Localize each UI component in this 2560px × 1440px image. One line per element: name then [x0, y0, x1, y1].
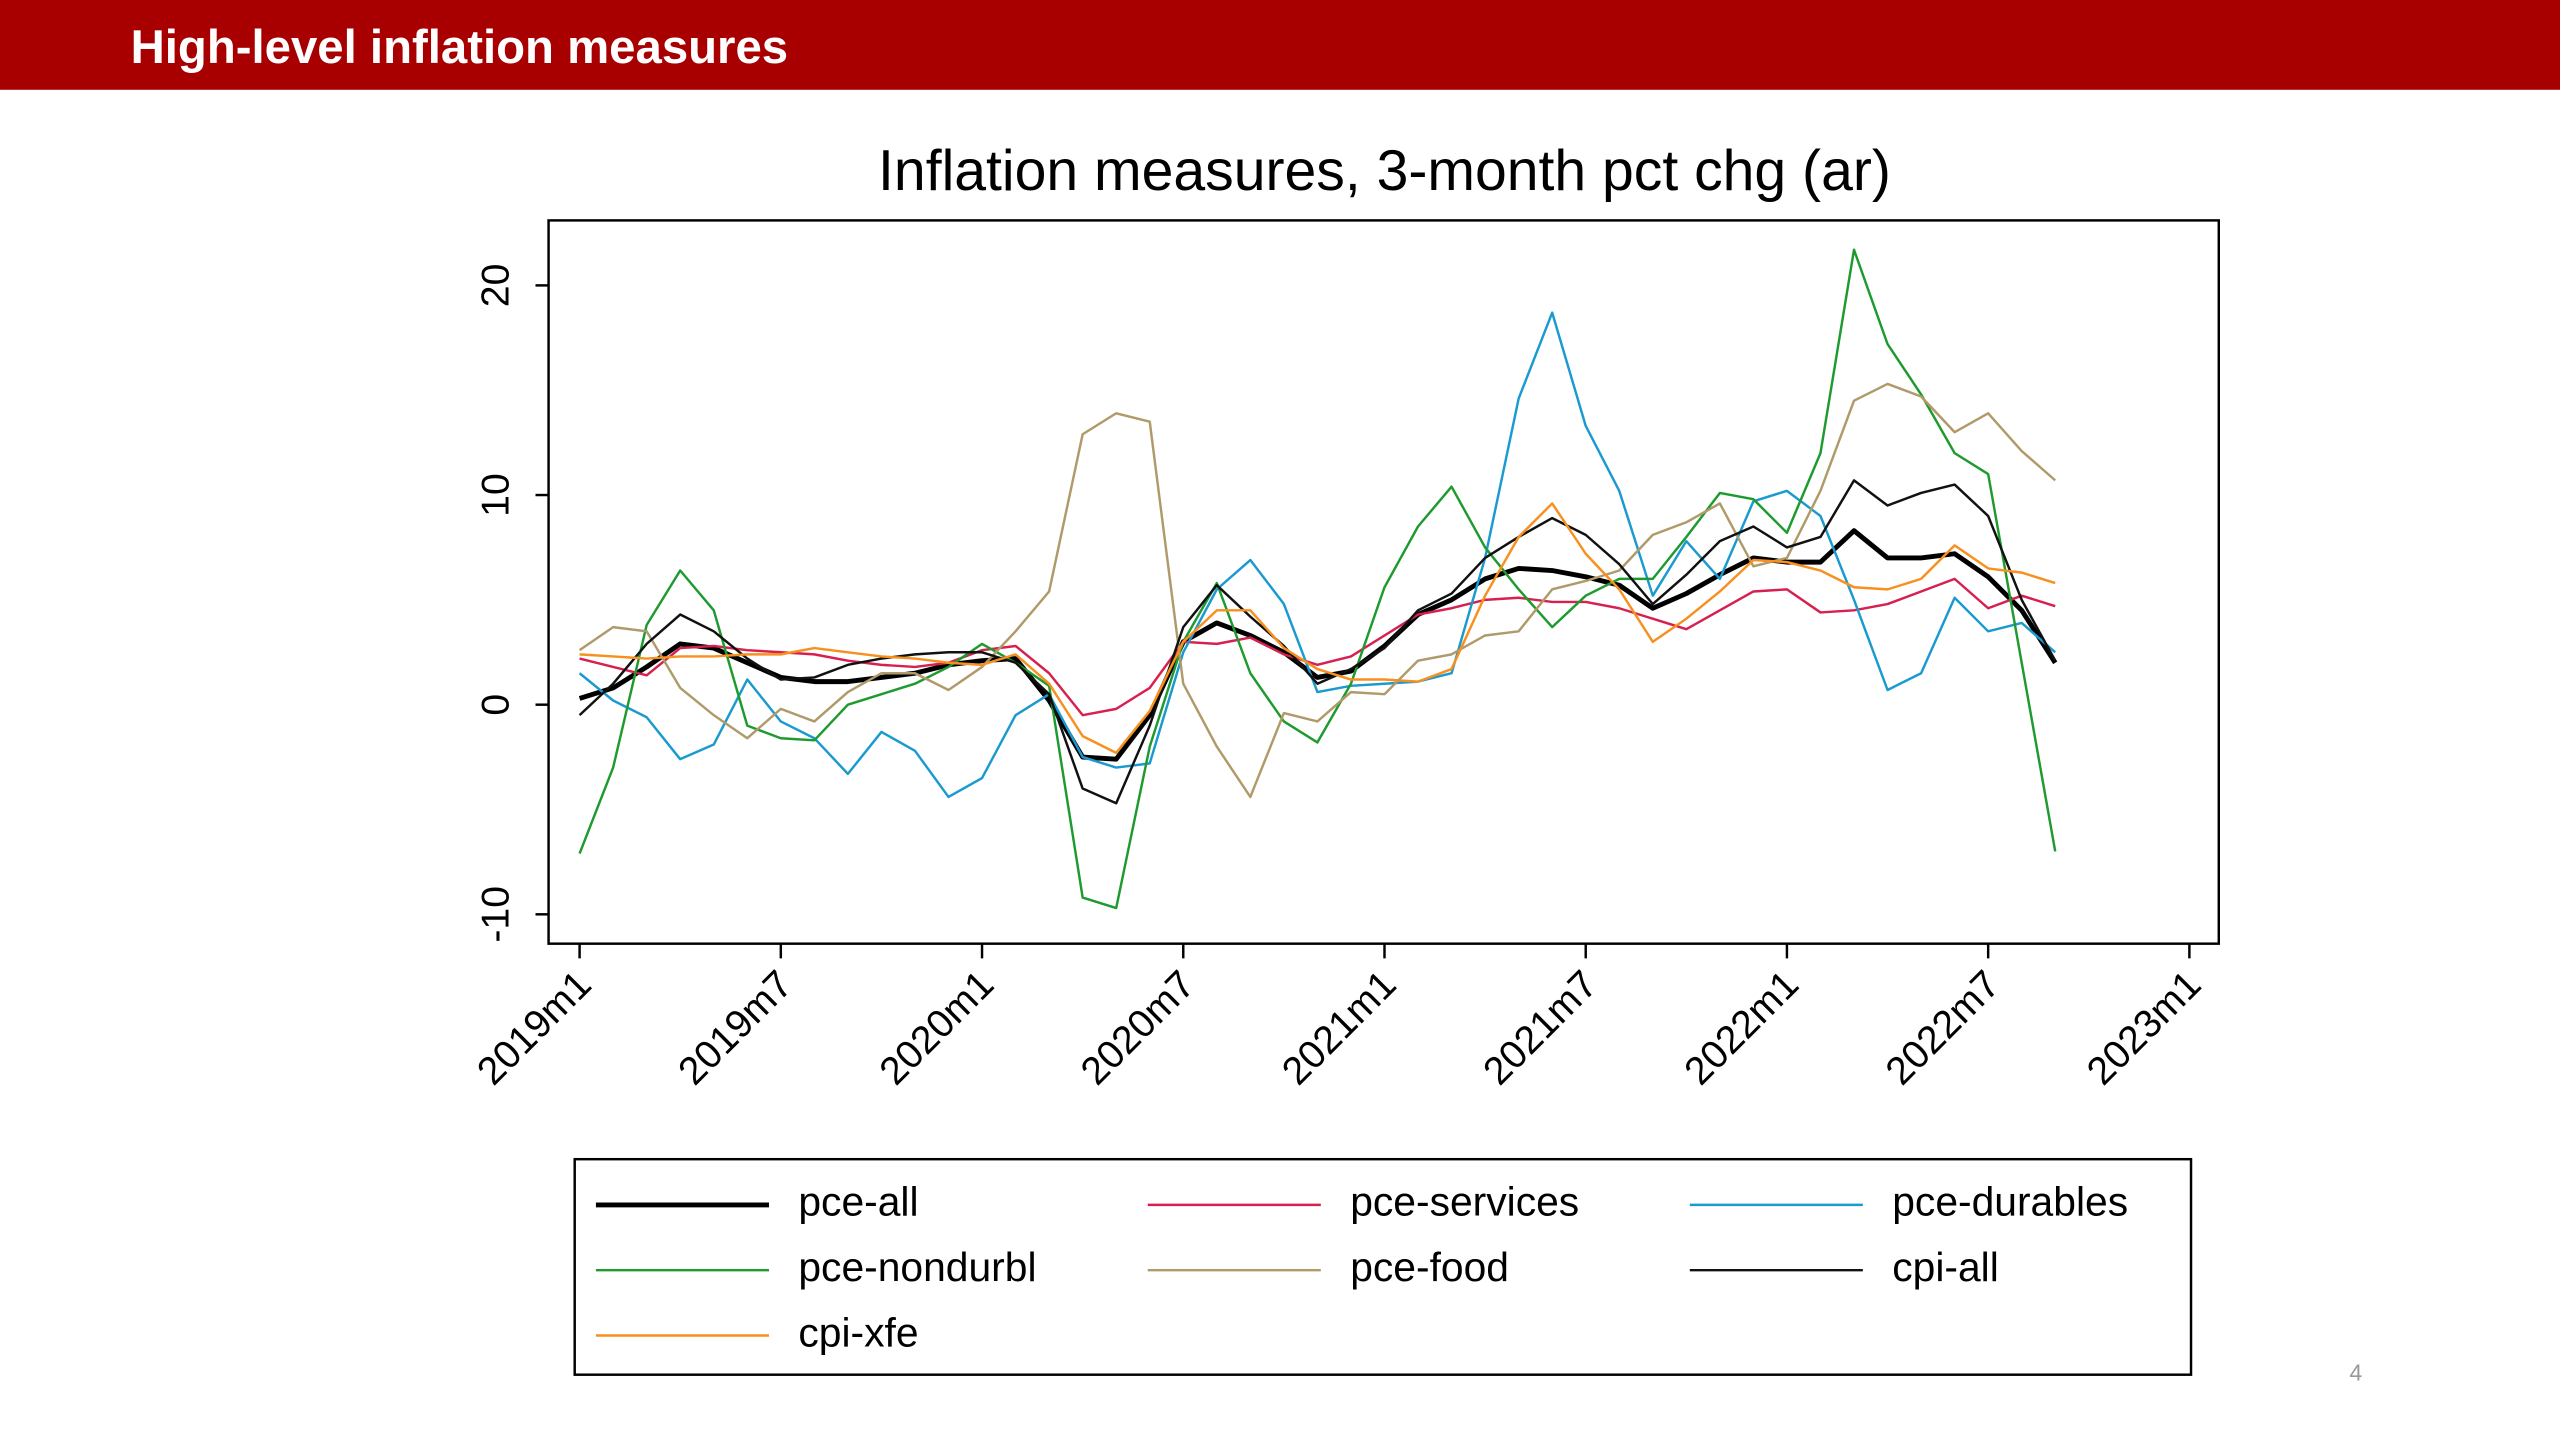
x-tick-label: 2019m1 — [469, 963, 600, 1094]
page-number: 4 — [2350, 1360, 2363, 1386]
x-tick-label: 2020m7 — [1073, 963, 1204, 1094]
y-tick-label: 10 — [474, 473, 517, 517]
x-tick-label: 2023m1 — [2079, 963, 2210, 1094]
x-tick-label: 2022m1 — [1677, 963, 1808, 1094]
legend-label: pce-nondurbl — [798, 1244, 1036, 1290]
series-line — [578, 528, 2058, 762]
x-tick-label: 2021m7 — [1475, 963, 1606, 1094]
series-line — [578, 248, 2057, 910]
series-line — [579, 502, 2056, 755]
legend-label: pce-services — [1350, 1179, 1579, 1225]
legend-label: pce-all — [798, 1179, 918, 1225]
legend-label: cpi-all — [1892, 1244, 1999, 1290]
y-tick-label: -10 — [474, 886, 517, 943]
header-title: High-level inflation measures — [131, 21, 789, 74]
x-tick-label: 2022m7 — [1878, 963, 2009, 1094]
plot-frame — [547, 219, 2220, 945]
chart-title: Inflation measures, 3-month pct chg (ar) — [878, 139, 1891, 203]
header-bar — [0, 0, 2560, 90]
series-line — [578, 311, 2057, 799]
y-tick-label: 0 — [474, 694, 517, 716]
series-line — [579, 577, 2056, 717]
y-tick-label: 20 — [474, 264, 517, 308]
x-tick-label: 2019m7 — [671, 963, 802, 1094]
legend-label: pce-food — [1350, 1244, 1509, 1290]
x-tick-label: 2020m1 — [872, 963, 1003, 1094]
legend-label: pce-durables — [1892, 1179, 2128, 1225]
legend-label: cpi-xfe — [798, 1309, 918, 1355]
series-line — [578, 382, 2057, 799]
series-line — [578, 479, 2057, 805]
legend-box — [573, 1157, 2193, 1376]
x-tick-label: 2021m1 — [1274, 963, 1405, 1094]
